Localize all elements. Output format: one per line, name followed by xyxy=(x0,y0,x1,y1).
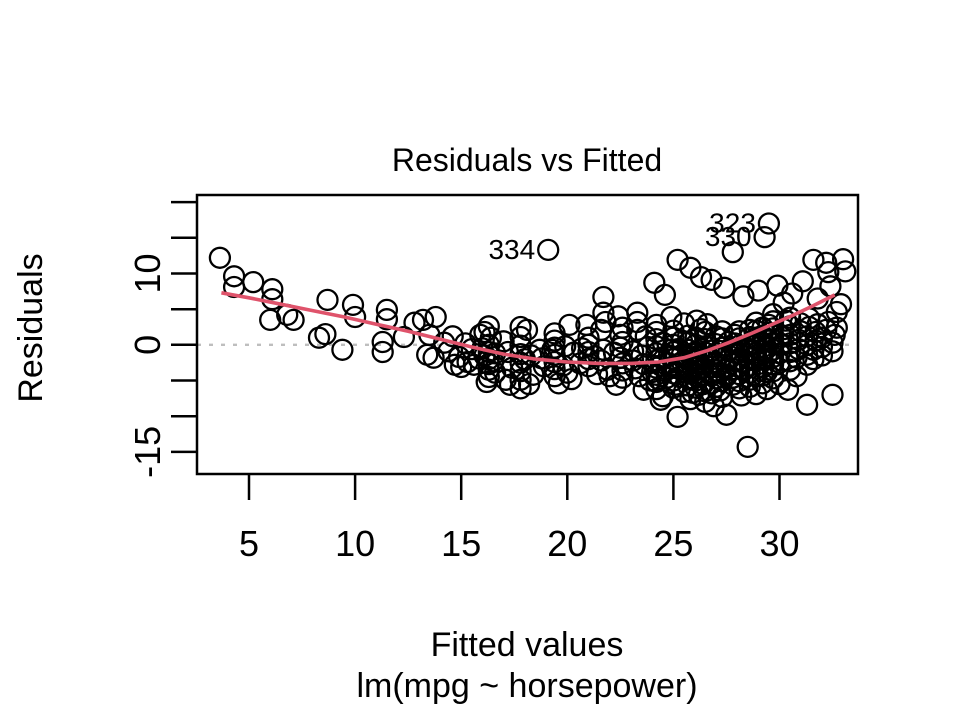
data-point xyxy=(598,365,621,388)
data-point xyxy=(817,260,840,284)
data-point xyxy=(685,309,708,332)
x-tick-label: 10 xyxy=(335,523,375,564)
y-tick-label: 0 xyxy=(127,335,168,355)
data-point xyxy=(821,383,844,406)
y-tick-label: -15 xyxy=(127,426,168,478)
data-point xyxy=(721,240,744,264)
smooth-line xyxy=(221,291,836,366)
data-point xyxy=(634,325,657,348)
y-axis-label: Residuals xyxy=(12,253,50,402)
data-point xyxy=(592,301,615,324)
data-point xyxy=(316,288,339,312)
x-tick-label: 15 xyxy=(441,523,481,564)
data-point xyxy=(757,313,781,337)
data-point xyxy=(509,315,532,339)
outlier-label: 330 xyxy=(705,221,752,252)
data-point xyxy=(371,330,394,354)
data-point xyxy=(392,325,416,349)
data-point xyxy=(689,265,713,289)
data-point xyxy=(791,270,814,293)
outlier-point xyxy=(537,238,560,262)
data-point xyxy=(626,301,649,324)
data-point xyxy=(375,308,399,331)
data-point xyxy=(477,315,500,338)
x-tick-label: 20 xyxy=(547,523,587,564)
data-point xyxy=(307,326,331,349)
data-point xyxy=(543,329,566,352)
data-point xyxy=(570,337,594,360)
data-point xyxy=(422,346,445,369)
data-point xyxy=(802,248,825,272)
data-point xyxy=(517,372,541,396)
x-tick-label: 5 xyxy=(239,523,259,564)
data-point xyxy=(509,325,532,349)
data-point xyxy=(643,271,666,294)
data-point xyxy=(819,275,842,298)
outlier-point xyxy=(757,212,781,235)
data-point xyxy=(834,260,857,283)
data-point xyxy=(649,388,672,411)
data-point xyxy=(666,405,689,429)
data-point xyxy=(660,305,683,329)
data-point xyxy=(732,285,755,308)
data-point xyxy=(778,358,802,381)
data-point xyxy=(532,355,556,378)
data-point xyxy=(715,403,738,426)
outlier-point xyxy=(753,225,776,249)
data-point xyxy=(242,270,265,294)
data-point xyxy=(261,278,284,301)
data-point xyxy=(829,293,853,316)
data-point xyxy=(282,308,305,332)
chart-title: Residuals vs Fitted xyxy=(392,142,662,178)
x-tick-label: 30 xyxy=(759,523,799,564)
outlier-label: 334 xyxy=(488,234,535,265)
data-point xyxy=(611,316,634,339)
data-point xyxy=(375,298,399,322)
data-point xyxy=(632,378,655,401)
data-point xyxy=(736,435,759,459)
data-point xyxy=(810,335,834,359)
data-point xyxy=(815,251,838,274)
data-point xyxy=(554,335,577,358)
data-point xyxy=(755,345,778,368)
data-point xyxy=(795,393,819,416)
data-point xyxy=(607,305,630,328)
data-point xyxy=(696,313,719,336)
y-tick-label: 10 xyxy=(127,253,168,293)
data-point xyxy=(700,268,723,292)
data-point xyxy=(666,248,689,272)
data-point xyxy=(411,308,435,332)
data-point xyxy=(492,330,515,353)
plot-box xyxy=(195,193,860,476)
data-point xyxy=(341,293,365,317)
data-point xyxy=(653,283,677,307)
outlier-label: 323 xyxy=(709,208,756,239)
data-point xyxy=(655,366,679,389)
data-point xyxy=(672,380,696,404)
data-point xyxy=(774,309,798,332)
data-point xyxy=(713,276,736,299)
data-point xyxy=(592,285,615,309)
data-point xyxy=(558,313,581,337)
data-point xyxy=(821,340,844,363)
data-point xyxy=(441,325,464,348)
x-axis-label: Fitted values xyxy=(431,626,624,664)
data-point xyxy=(331,338,354,361)
data-point xyxy=(208,246,232,269)
data-point xyxy=(259,308,282,332)
data-point xyxy=(679,387,702,411)
model-call-label: lm(mpg ~ horsepower) xyxy=(356,667,697,705)
data-point xyxy=(831,248,855,271)
data-point xyxy=(371,340,394,364)
x-tick-label: 25 xyxy=(653,523,693,564)
data-point xyxy=(825,316,848,339)
data-point xyxy=(583,345,607,368)
